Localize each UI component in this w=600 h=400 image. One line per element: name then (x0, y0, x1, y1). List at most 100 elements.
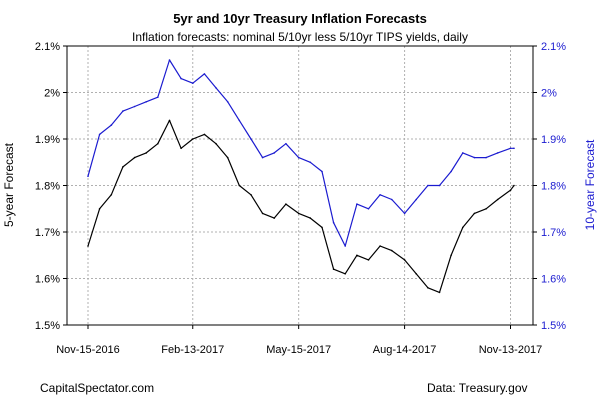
data-point-10yr (403, 212, 406, 215)
data-point-5yr (98, 208, 101, 210)
data-point-5yr (321, 226, 323, 229)
data-point-10yr (297, 156, 300, 159)
series-line-10yr (87, 59, 514, 247)
y-tick-label-right: 2% (541, 88, 557, 100)
data-point-5yr (332, 268, 335, 271)
grid-lines (67, 45, 533, 326)
chart-subtitle: Inflation forecasts: nominal 5/10yr less… (132, 30, 468, 44)
data-source: Data: Treasury.gov (427, 381, 528, 395)
data-point-10yr (203, 73, 206, 75)
data-point-10yr (438, 184, 441, 187)
data-point-10yr (87, 175, 89, 177)
data-point-5yr (110, 194, 113, 196)
data-point-5yr (157, 142, 159, 145)
data-point-10yr (473, 156, 476, 159)
data-point-5yr (415, 273, 418, 275)
data-point-10yr (332, 221, 335, 224)
y-tick-label-left: 2% (44, 88, 60, 100)
data-point-5yr (462, 226, 464, 229)
data-point-5yr (238, 184, 241, 187)
data-point-5yr (122, 166, 124, 168)
data-point-10yr (145, 101, 147, 103)
data-point-5yr (285, 203, 287, 205)
data-point-5yr (379, 245, 381, 247)
data-point-10yr (513, 147, 515, 150)
data-point-10yr (321, 170, 323, 173)
x-tick-label: Feb-13-2017 (161, 344, 224, 356)
data-point-5yr (250, 194, 252, 196)
data-point-5yr (226, 156, 229, 159)
data-point-5yr (344, 273, 347, 275)
series-line-5yr (87, 119, 515, 293)
y-tick-label-left: 2.1% (35, 41, 60, 53)
data-point-5yr (87, 245, 89, 247)
data-point-10yr (250, 138, 252, 140)
data-point-10yr (450, 170, 452, 173)
data-point-10yr (122, 110, 124, 112)
y-tick-label-left: 1.9% (35, 134, 60, 146)
data-point-10yr (356, 203, 358, 205)
series-group (87, 59, 515, 294)
x-tick-label: Nov-15-2016 (56, 344, 120, 356)
y-tick-label-right: 1.6% (541, 274, 566, 286)
data-point-5yr (513, 184, 515, 187)
data-point-10yr (180, 77, 182, 80)
chart-title: 5yr and 10yr Treasury Inflation Forecast… (173, 11, 427, 26)
x-tick-label: Aug-14-2017 (373, 344, 437, 356)
data-point-10yr (215, 87, 217, 89)
y-tick-label-right: 1.8% (541, 181, 566, 193)
data-point-5yr (485, 208, 487, 210)
data-point-5yr (180, 147, 182, 150)
data-point-10yr (462, 152, 464, 154)
data-point-5yr (403, 259, 406, 261)
data-point-10yr (110, 124, 113, 126)
data-point-10yr (192, 82, 194, 84)
data-point-10yr (309, 161, 312, 164)
data-point-5yr (473, 212, 476, 215)
data-point-5yr (309, 217, 312, 219)
data-point-10yr (273, 152, 276, 154)
data-point-5yr (496, 198, 499, 201)
data-point-5yr (367, 259, 370, 261)
data-point-5yr (450, 254, 452, 257)
y-tick-label-left: 1.8% (35, 181, 60, 193)
data-point-5yr (438, 291, 441, 294)
data-point-10yr (367, 208, 370, 210)
data-point-10yr (226, 101, 229, 103)
axis-ticks: 1.5% 1.5% 1.6% 1.6% 1.7% 1.7% 1.8% 1.8% 1.9% 1.9%… (35, 41, 566, 356)
data-point-5yr (509, 189, 512, 191)
y-tick-label-left: 1.5% (35, 320, 60, 332)
data-point-5yr (133, 156, 136, 159)
source-credit: CapitalSpectator.com (40, 381, 155, 395)
data-point-10yr (509, 147, 512, 150)
y-tick-label-left: 1.7% (35, 227, 60, 239)
data-point-10yr (496, 152, 499, 154)
data-point-5yr (215, 142, 217, 145)
data-point-10yr (238, 119, 241, 122)
x-tick-label: Nov-13-2017 (479, 344, 543, 356)
data-point-10yr (485, 156, 487, 159)
y-tick-label-right: 1.5% (541, 320, 566, 332)
data-point-5yr (192, 138, 194, 140)
data-point-5yr (261, 212, 264, 215)
y-tick-label-right: 2.1% (541, 41, 566, 53)
data-point-10yr (261, 156, 264, 159)
data-point-10yr (98, 133, 101, 136)
data-point-5yr (273, 217, 276, 219)
data-point-10yr (285, 142, 287, 145)
data-point-5yr (356, 254, 358, 257)
data-point-5yr (145, 152, 147, 154)
data-point-5yr (168, 119, 171, 122)
data-point-5yr (391, 249, 393, 252)
y-tick-label-right: 1.9% (541, 134, 566, 146)
y-tick-label-right: 1.7% (541, 227, 566, 239)
data-point-10yr (427, 184, 429, 187)
data-point-10yr (168, 59, 171, 61)
data-point-10yr (415, 198, 418, 201)
data-point-5yr (203, 133, 206, 136)
data-point-5yr (427, 287, 429, 289)
data-point-10yr (344, 245, 347, 247)
y-tick-label-left: 1.6% (35, 274, 60, 286)
x-tick-label: May-15-2017 (266, 344, 331, 356)
